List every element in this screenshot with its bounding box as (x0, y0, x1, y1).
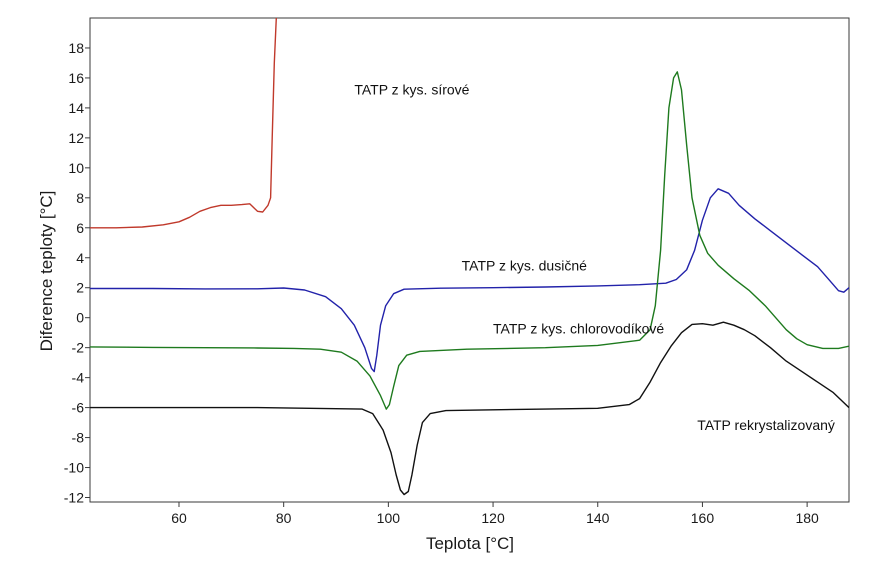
series-line-1 (90, 18, 277, 229)
y-tick-label: -2 (72, 340, 85, 356)
y-tick-label: 16 (68, 70, 84, 86)
series-label-1: TATP z kys. sírové (354, 81, 469, 97)
y-tick-label: 10 (68, 160, 84, 176)
y-axis-title: Diference teploty [°C] (37, 191, 56, 352)
x-tick-label: 120 (481, 510, 505, 526)
x-tick-label: 140 (586, 510, 610, 526)
y-axis-ticks: -12 -10 -8 -6 -4 -2 0 2 4 6 8 10 12 14 16 18 (64, 40, 90, 506)
y-tick-label: 18 (68, 40, 84, 56)
y-tick-label: 6 (76, 220, 84, 236)
y-tick-label: 14 (68, 100, 84, 116)
x-tick-label: 60 (171, 510, 187, 526)
series-line-2 (90, 188, 849, 373)
y-tick-label: -12 (64, 490, 84, 506)
x-axis-ticks: 60 80 100 120 140 160 180 (171, 502, 819, 526)
series-line-3 (90, 71, 849, 410)
plot-frame (89, 17, 850, 503)
plot-area (89, 17, 850, 503)
y-tick-label: 4 (76, 250, 84, 266)
y-tick-label: 2 (76, 280, 84, 296)
series-label-4: TATP rekrystalizovaný (697, 417, 835, 433)
x-tick-label: 80 (276, 510, 292, 526)
x-axis-title: Teplota [°C] (426, 534, 514, 553)
series-layer (90, 18, 849, 496)
series-label-3: TATP z kys. chlorovodíkové (493, 320, 664, 336)
y-tick-label: -10 (64, 460, 84, 476)
series-label-2: TATP z kys. dusičné (462, 257, 587, 273)
series-clip-group (90, 18, 849, 496)
series-line-4 (90, 321, 849, 496)
series-annotations: TATP z kys. sírové TATP z kys. dusičné TAT… (354, 81, 835, 433)
y-tick-label: 12 (68, 130, 84, 146)
y-tick-label: -6 (72, 400, 85, 416)
x-tick-label: 160 (691, 510, 715, 526)
x-tick-label: 100 (377, 510, 401, 526)
y-tick-label: 0 (76, 310, 84, 326)
y-tick-label: 8 (76, 190, 84, 206)
y-tick-label: -4 (72, 370, 85, 386)
x-tick-label: 180 (795, 510, 819, 526)
y-tick-label: -8 (72, 430, 85, 446)
